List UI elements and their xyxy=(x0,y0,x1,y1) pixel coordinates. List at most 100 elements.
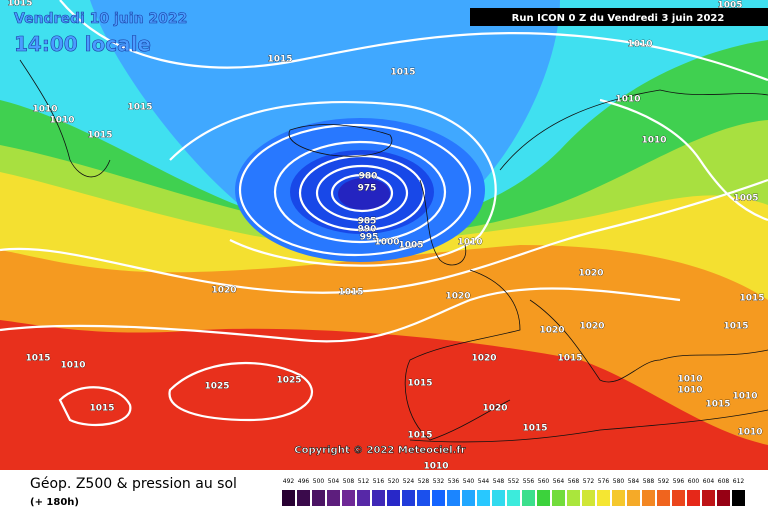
isobar-label: 1015 xyxy=(267,55,292,65)
legend-lead: (+ 180h) xyxy=(30,497,79,508)
scale-swatch xyxy=(357,490,370,506)
scale-label: 564 xyxy=(553,478,565,485)
isobar-label: 1010 xyxy=(457,238,482,248)
scale-swatch xyxy=(447,490,460,506)
scale-swatch xyxy=(702,490,715,506)
scale-label: 580 xyxy=(613,478,625,485)
isobar-label: 980 xyxy=(359,172,378,182)
isobar-label: 1015 xyxy=(25,354,50,364)
scale-swatch xyxy=(612,490,625,506)
scale-swatch xyxy=(717,490,730,506)
coastlines xyxy=(19,59,768,443)
isobar-label: 1010 xyxy=(32,105,57,115)
run-banner xyxy=(470,8,768,26)
scale-label: 492 xyxy=(283,478,295,485)
isobar-label: 1015 xyxy=(89,404,114,414)
scale-label: 612 xyxy=(733,478,745,485)
scale-label: 496 xyxy=(298,478,310,485)
scale-swatch xyxy=(372,490,385,506)
scale-swatch xyxy=(642,490,655,506)
isobar-label: 1015 xyxy=(407,379,432,389)
scale-label: 556 xyxy=(523,478,535,485)
isobar-label: 1010 xyxy=(627,40,652,50)
isobar-label: 1005 xyxy=(398,241,423,251)
scale-label: 588 xyxy=(643,478,655,485)
scale-label: 568 xyxy=(568,478,580,485)
isobar-label: 1010 xyxy=(732,392,757,402)
isobar-label: 1015 xyxy=(390,68,415,78)
isobar-label: 1010 xyxy=(677,386,702,396)
scale-label: 600 xyxy=(688,478,700,485)
scale-label: 512 xyxy=(358,478,370,485)
isobar-label: 995 xyxy=(360,233,379,243)
isobar-label: 1010 xyxy=(641,136,666,146)
scale-swatch xyxy=(507,490,520,506)
scale-label: 544 xyxy=(478,478,490,485)
scale-label: 560 xyxy=(538,478,550,485)
isobar-label: 1015 xyxy=(705,400,730,410)
scale-label: 524 xyxy=(403,478,415,485)
scale-label: 572 xyxy=(583,478,595,485)
copyright: Copyright © 2022 Meteociel.fr xyxy=(294,445,465,456)
scale-swatch xyxy=(537,490,550,506)
isobars xyxy=(0,0,768,427)
isobar-label: 1010 xyxy=(677,375,702,385)
isobar-label: 1015 xyxy=(739,294,764,304)
isobar-label: 1020 xyxy=(539,326,564,336)
scale-swatch xyxy=(552,490,565,506)
isobar-label: 1005 xyxy=(733,194,758,204)
run-info: Run ICON 0 Z du Vendredi 3 juin 2022 xyxy=(512,13,725,24)
forecast-time: 14:00 locale xyxy=(14,32,151,56)
isobar-label: 1015 xyxy=(723,322,748,332)
isobar-label: 1020 xyxy=(445,292,470,302)
isobar-label: 1020 xyxy=(578,269,603,279)
isobar-label: 1015 xyxy=(127,103,152,113)
scale-swatch xyxy=(627,490,640,506)
isobar-label: 1000 xyxy=(374,238,399,248)
scale-swatch xyxy=(417,490,430,506)
isobar-label: 1015 xyxy=(87,131,112,141)
scale-swatch xyxy=(492,490,505,506)
scale-swatch xyxy=(477,490,490,506)
scale-swatch xyxy=(522,490,535,506)
scale-label: 520 xyxy=(388,478,400,485)
isobar-label: 1015 xyxy=(338,288,363,298)
scale-label: 500 xyxy=(313,478,325,485)
isobar-label: 985 xyxy=(358,217,377,227)
scale-label: 516 xyxy=(373,478,385,485)
scale-label: 604 xyxy=(703,478,715,485)
scale-swatch xyxy=(432,490,445,506)
scale-label: 592 xyxy=(658,478,670,485)
scale-swatch xyxy=(327,490,340,506)
forecast-date: Vendredi 10 juin 2022 xyxy=(14,11,187,27)
isobar-label: 1015 xyxy=(407,431,432,441)
map-background xyxy=(0,0,768,470)
scale-label: 552 xyxy=(508,478,520,485)
scale-label: 596 xyxy=(673,478,685,485)
scale-swatch xyxy=(657,490,670,506)
scale-label: 608 xyxy=(718,478,730,485)
scale-swatch xyxy=(282,490,295,506)
color-scale: 492 496 500 504 508 512 516 520 524 528 532 536 540 5… xyxy=(282,478,745,506)
scale-label: 504 xyxy=(328,478,340,485)
scale-label: 548 xyxy=(493,478,505,485)
isobar-label: 1020 xyxy=(471,354,496,364)
scale-label: 528 xyxy=(418,478,430,485)
isobar-label: 1005 xyxy=(717,1,742,11)
isobar-label: 1015 xyxy=(522,424,547,434)
scale-swatch xyxy=(582,490,595,506)
scale-swatch xyxy=(402,490,415,506)
scale-swatch xyxy=(387,490,400,506)
scale-swatch xyxy=(567,490,580,506)
scale-label: 584 xyxy=(628,478,640,485)
isobar-label: 1010 xyxy=(60,361,85,371)
isobar-label: 1010 xyxy=(615,95,640,105)
isobar-label: 1020 xyxy=(579,322,604,332)
isobar-label: 1010 xyxy=(49,116,74,126)
legend-title: Géop. Z500 & pression au sol xyxy=(30,476,237,492)
scale-swatch xyxy=(342,490,355,506)
isobar-label: 1015 xyxy=(7,0,32,9)
scale-swatch xyxy=(462,490,475,506)
